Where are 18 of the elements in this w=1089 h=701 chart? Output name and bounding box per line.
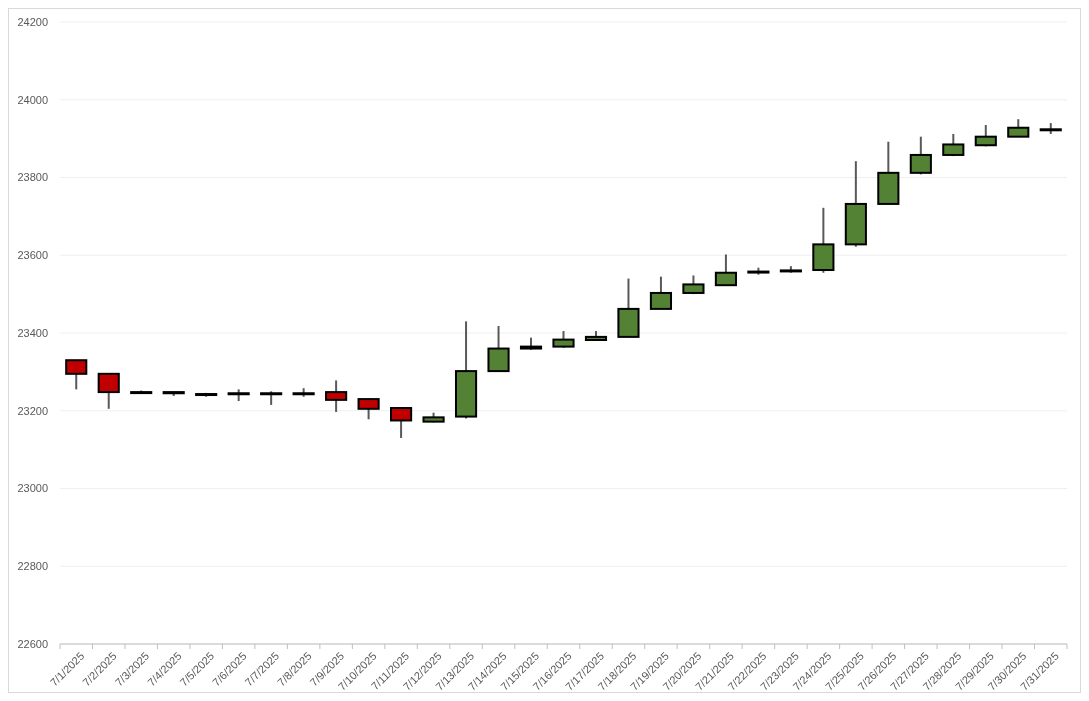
- y-tick-label: 23200: [17, 404, 48, 417]
- candlestick: [909, 135, 932, 176]
- candlestick: [487, 325, 510, 373]
- y-tick-label: 22800: [17, 560, 48, 573]
- y-tick-label: 24200: [17, 15, 48, 28]
- candlestick: [325, 379, 348, 413]
- y-tick-label: 23000: [17, 482, 48, 495]
- candlestick: [65, 359, 88, 391]
- y-tick-label: 23400: [17, 326, 48, 339]
- y-tick-label: 23800: [17, 171, 48, 184]
- candlestick: [357, 397, 380, 421]
- candlestick: [97, 372, 120, 410]
- candlestick: [390, 407, 413, 439]
- y-tick-label: 23600: [17, 249, 48, 262]
- y-tick-label: 22600: [17, 637, 48, 650]
- y-tick-label: 24000: [17, 93, 48, 106]
- candlestick: [714, 253, 737, 287]
- candlestick: [649, 275, 673, 310]
